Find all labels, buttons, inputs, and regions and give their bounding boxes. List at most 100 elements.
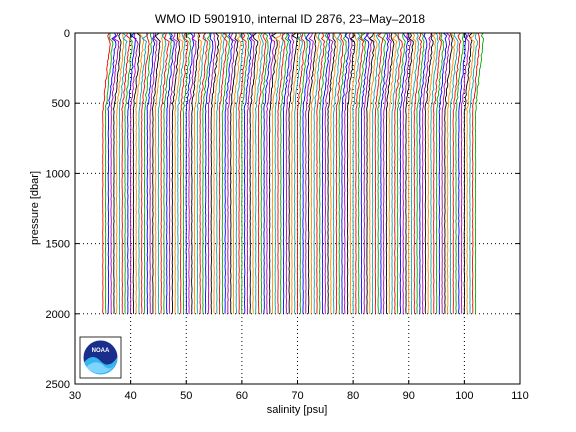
salinity-profile-line: [408, 32, 417, 314]
salinity-profile-line: [385, 32, 395, 314]
salinity-profile-line: [427, 32, 437, 314]
salinity-profile-line: [435, 32, 444, 314]
salinity-profile-line: [163, 32, 172, 314]
salinity-profile-line: [472, 32, 480, 314]
salinity-profile-line: [285, 32, 295, 314]
salinity-profile-line: [118, 32, 128, 314]
salinity-profile-line: [243, 32, 254, 314]
salinity-profile-line: [330, 32, 339, 314]
salinity-profile-line: [307, 32, 317, 314]
salinity-profile-line: [202, 32, 211, 314]
salinity-profile-line: [218, 32, 228, 314]
salinity-profile-line: [249, 32, 259, 314]
x-tick-label: 40: [125, 390, 137, 402]
salinity-profile-line: [360, 32, 370, 314]
salinity-profile-line: [296, 32, 306, 314]
salinity-profile-line: [355, 32, 365, 314]
noaa-logo: NOAA: [79, 336, 122, 379]
salinity-profile-line: [299, 32, 308, 314]
salinity-profile-line: [316, 32, 326, 314]
salinity-profile-line: [455, 32, 464, 314]
salinity-profiles: [102, 32, 484, 314]
salinity-profile-line: [452, 32, 462, 314]
salinity-profile-line: [110, 32, 120, 314]
salinity-profile-line: [291, 32, 300, 314]
salinity-profile-line: [191, 32, 201, 314]
salinity-profile-line: [168, 32, 178, 314]
salinity-profile-line: [252, 32, 261, 314]
salinity-profile-line: [166, 32, 175, 314]
salinity-profile-line: [374, 32, 384, 314]
salinity-profile-line: [463, 32, 473, 314]
salinity-profile-line: [102, 32, 111, 314]
salinity-profile-line: [235, 32, 245, 314]
salinity-profile-line: [205, 32, 214, 314]
salinity-profile-line: [171, 32, 180, 314]
salinity-profile-line: [213, 32, 223, 314]
salinity-profile-line: [116, 32, 125, 314]
salinity-profile-line: [324, 32, 334, 314]
salinity-profile-line: [138, 32, 148, 314]
salinity-profile-line: [394, 32, 403, 314]
salinity-profile-line: [269, 32, 278, 314]
salinity-profile-line: [241, 32, 250, 314]
salinity-profile-line: [177, 32, 186, 314]
salinity-profile-line: [396, 32, 406, 314]
salinity-profile-line: [346, 32, 356, 314]
salinity-profile-line: [369, 32, 378, 314]
salinity-profile-line: [238, 32, 247, 314]
salinity-profile-line: [124, 32, 134, 314]
salinity-profile-line: [207, 32, 216, 314]
x-tick-label: 110: [511, 390, 529, 402]
salinity-profile-line: [319, 32, 329, 314]
salinity-profile-line: [294, 32, 303, 314]
salinity-profile-line: [466, 32, 475, 314]
salinity-profile-line: [277, 32, 286, 314]
salinity-profile-line: [288, 32, 298, 314]
salinity-profile-line: [399, 32, 409, 314]
salinity-profile-line: [449, 32, 459, 314]
salinity-profile-line: [232, 32, 242, 314]
salinity-profile-line: [380, 32, 390, 314]
salinity-profile-line: [146, 32, 156, 314]
salinity-profile-line: [413, 32, 423, 314]
axis-ticks: 30 40 50 60 70 80 90 100 110 0 500 1000 1500 2000 2500: [46, 28, 529, 402]
salinity-profile-line: [263, 32, 272, 314]
salinity-profile-line: [344, 32, 353, 314]
salinity-profile-line: [349, 32, 359, 314]
salinity-profile-line: [383, 32, 392, 314]
salinity-profile-line: [341, 32, 350, 314]
salinity-profile-line: [474, 32, 484, 314]
y-tick-label: 2500: [46, 379, 70, 391]
x-axis-label: salinity [psu]: [267, 404, 328, 416]
salinity-profile-line: [388, 32, 398, 314]
salinity-profile-line: [321, 32, 331, 314]
salinity-profile-line: [441, 32, 451, 314]
salinity-profile-line: [433, 32, 442, 314]
x-tick-label: 70: [291, 390, 303, 402]
salinity-profile-line: [121, 32, 131, 314]
salinity-profile-line: [282, 32, 292, 314]
salinity-profile-line: [405, 32, 414, 314]
noaa-logo-text: NOAA: [92, 348, 110, 354]
grid: [75, 33, 520, 384]
x-tick-label: 50: [180, 390, 192, 402]
salinity-profile-line: [424, 32, 434, 314]
salinity-profile-line: [185, 32, 195, 314]
salinity-profile-line: [246, 32, 255, 314]
x-tick-label: 90: [403, 390, 415, 402]
y-tick-label: 1000: [46, 168, 70, 180]
salinity-profile-line: [135, 32, 145, 314]
salinity-profile-line: [391, 32, 400, 314]
salinity-profile-line: [104, 32, 114, 314]
salinity-profile-line: [310, 32, 320, 314]
salinity-profile-line: [438, 32, 448, 314]
salinity-profile-line: [257, 32, 267, 314]
salinity-profile-line: [127, 32, 137, 314]
salinity-profile-line: [338, 32, 347, 314]
salinity-profile-line: [230, 32, 239, 314]
salinity-profile-line: [358, 32, 367, 314]
salinity-profile-line: [182, 32, 192, 314]
salinity-profile-line: [421, 32, 432, 314]
salinity-profile-line: [224, 32, 234, 314]
